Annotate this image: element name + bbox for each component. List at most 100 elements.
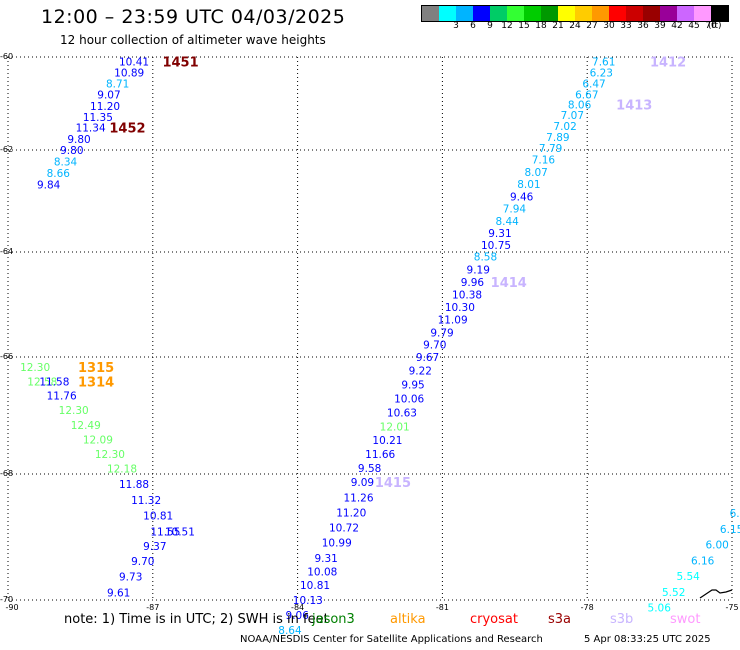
credit-text: NOAA/NESDIS Center for Satellite Applica… [240, 634, 543, 645]
wave-height-value: 11.66 [365, 449, 395, 461]
longitude-label: -75 [725, 603, 739, 612]
legend-swatch [677, 6, 694, 21]
longitude-label: -78 [580, 603, 594, 612]
wave-height-value: 7.89 [546, 132, 569, 144]
longitude-label: -87 [146, 603, 160, 612]
wave-height-value: 8.44 [495, 216, 519, 228]
longitude-label: -84 [291, 603, 305, 612]
wave-height-value: 11.20 [90, 101, 120, 113]
wave-height-value: 6.67 [575, 90, 598, 102]
wave-height-value: 10.81 [143, 511, 173, 523]
coastline-segment [699, 589, 733, 599]
wave-height-value: 7.94 [503, 204, 527, 216]
legend-swatch [711, 6, 728, 21]
latitude-label: -68 [0, 469, 14, 478]
legend-tick-label: 39 [654, 21, 666, 31]
color-scale-legend [421, 5, 729, 22]
wave-height-value: 9.58 [358, 463, 381, 475]
pass-time-label: 1451 [162, 56, 198, 71]
wave-height-value: 9.80 [60, 145, 83, 157]
wave-height-value: 11.32 [131, 495, 161, 507]
legend-swatch [592, 6, 609, 21]
longitude-label: -90 [5, 603, 19, 612]
pass-time-label: 1412 [650, 56, 686, 71]
wave-height-value: 9.61 [107, 587, 130, 599]
wave-height-value: 6.47 [582, 79, 605, 91]
legend-swatch [609, 6, 626, 21]
wave-height-value: 10.89 [114, 67, 144, 79]
wave-height-value: 8.58 [474, 252, 497, 264]
wave-height-value: 10.30 [445, 302, 475, 314]
wave-height-value: 9.84 [37, 180, 61, 192]
legend-swatch [626, 6, 643, 21]
wave-height-value: 5.52 [662, 587, 685, 599]
legend-tick-label: 42 [671, 21, 683, 31]
wave-height-value: 11.20 [336, 507, 366, 519]
legend-swatch [439, 6, 456, 21]
wave-height-value: 10.51 [165, 526, 195, 538]
wave-height-value: 9.73 [119, 572, 142, 584]
wave-height-value: 8.07 [524, 167, 547, 179]
legend-tick-label: 45 [688, 21, 700, 31]
map-title: 12:00 – 23:59 UTC 04/03/2025 [41, 6, 346, 28]
legend-tick-label: 21 [552, 21, 564, 31]
wave-height-value: 5.06 [648, 603, 672, 615]
wave-height-value: 11.34 [76, 123, 106, 135]
wave-height-value: 9.67 [416, 352, 439, 364]
legend-swatch [490, 6, 507, 21]
pass-time-label: 1415 [375, 476, 411, 491]
legend-unit: (ft) [708, 21, 722, 31]
wave-height-value: 9.70 [423, 339, 446, 351]
wave-height-value: 10.99 [322, 538, 352, 550]
wave-height-value: 9.22 [409, 365, 432, 377]
wave-height-value: 8.66 [47, 168, 71, 180]
wave-height-values: 10.4110.898.719.0711.2011.3511.349.809.8… [20, 57, 740, 638]
footer-note: note: 1) Time is in UTC; 2) SWH is in fe… [64, 612, 329, 627]
wave-height-value: 9.80 [67, 134, 90, 146]
wave-height-value: 8.64 [278, 625, 302, 637]
wave-height-value: 6.16 [691, 555, 715, 567]
legend-tick-label: 70 [705, 21, 717, 31]
satellite-legend-item: s3a [548, 612, 572, 627]
wave-height-value: 10.08 [307, 567, 337, 579]
wave-height-value: 9.31 [314, 553, 337, 565]
pass-time-label: 1315 [78, 361, 114, 376]
wave-height-value: 9.70 [131, 556, 154, 568]
legend-swatch [643, 6, 660, 21]
legend-swatch [575, 6, 592, 21]
wave-height-value: 9.09 [351, 477, 374, 489]
wave-height-value: 8.06 [568, 99, 592, 111]
wave-height-value: 12.01 [380, 422, 410, 434]
wave-height-value: 6.15 [720, 524, 740, 536]
wave-height-value: 8.01 [517, 179, 540, 191]
longitude-label: -81 [435, 603, 449, 612]
latitude-label: -62 [0, 145, 14, 154]
wave-height-value: 11.09 [438, 315, 468, 327]
wave-height-value: 7.16 [532, 155, 556, 167]
wave-height-value: 9.37 [143, 541, 166, 553]
latitude-label: -70 [0, 595, 14, 604]
legend-tick-label: 30 [603, 21, 615, 31]
legend-tick-label: 36 [637, 21, 649, 31]
legend-tick-label: 12 [501, 21, 513, 31]
latitude-label: -66 [0, 352, 14, 361]
wave-height-value: 9.79 [430, 327, 453, 339]
wave-height-value: 12.30 [95, 449, 125, 461]
pass-time-label: 1452 [109, 122, 145, 137]
wave-height-value: 9.95 [401, 379, 424, 391]
wave-height-value: 10.13 [293, 595, 323, 607]
wave-height-value: 11.76 [47, 391, 77, 403]
wave-height-value: 9.06 [286, 610, 310, 622]
wave-height-value: 6.23 [590, 67, 613, 79]
generation-timestamp: 5 Apr 08:33:25 UTC 2025 [584, 634, 711, 645]
satellite-legend-item: s3b [610, 612, 634, 627]
coastline [699, 589, 733, 599]
legend-tick-label: 15 [518, 21, 530, 31]
wave-height-value: 7.61 [592, 57, 615, 69]
wave-height-value: 10.21 [372, 435, 402, 447]
wave-height-value: 10.38 [452, 290, 482, 302]
satellite-legend-item: swot [670, 612, 701, 627]
wave-height-value: 9.46 [510, 191, 534, 203]
latitude-label: -64 [0, 247, 14, 256]
